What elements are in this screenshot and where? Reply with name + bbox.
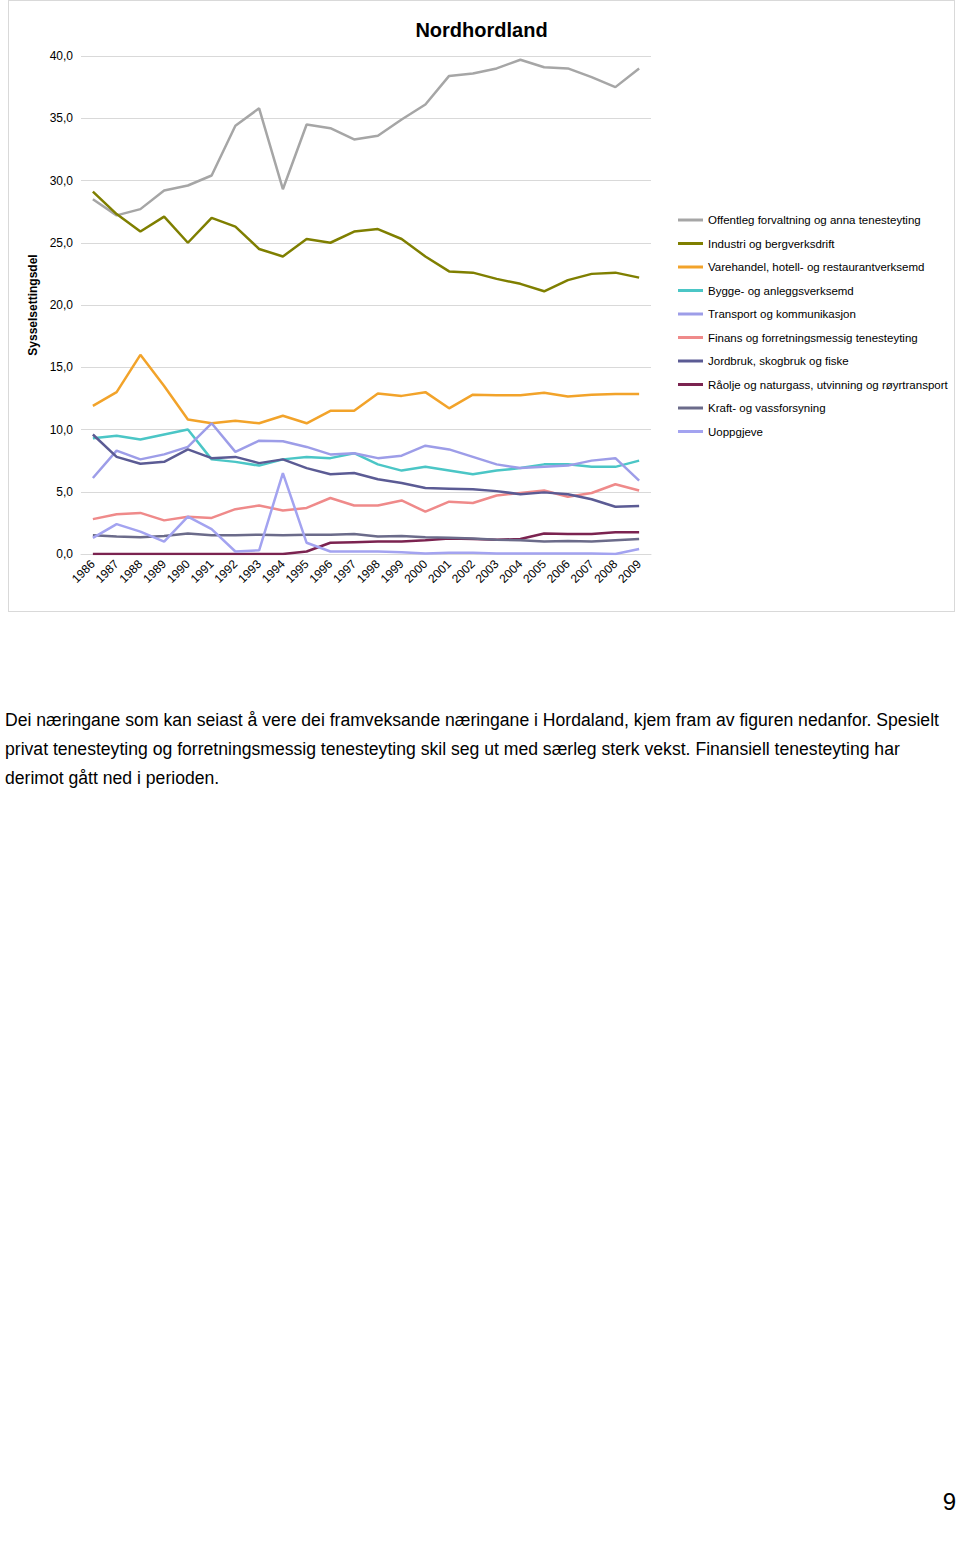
svg-text:30,0: 30,0 xyxy=(50,174,74,188)
svg-text:2007: 2007 xyxy=(568,557,597,586)
svg-text:1995: 1995 xyxy=(283,557,312,586)
svg-text:2006: 2006 xyxy=(544,557,573,586)
svg-text:Kraft- og vassforsyning: Kraft- og vassforsyning xyxy=(708,402,826,414)
svg-text:1989: 1989 xyxy=(140,557,169,586)
svg-text:2002: 2002 xyxy=(449,557,478,586)
svg-text:Industri og bergverksdrift: Industri og bergverksdrift xyxy=(708,238,835,250)
html-text:9: 9 xyxy=(942,1488,956,1515)
svg-text:35,0: 35,0 xyxy=(50,111,74,125)
svg-text:Jordbruk, skogbruk og fiske: Jordbruk, skogbruk og fiske xyxy=(708,355,849,367)
svg-text:1990: 1990 xyxy=(164,557,193,586)
svg-text:1991: 1991 xyxy=(188,557,217,586)
svg-text:0,0: 0,0 xyxy=(56,547,73,561)
html-text:Dei næringane som kan seiast å: Dei næringane som kan seiast å vere dei … xyxy=(5,710,939,788)
svg-text:40,0: 40,0 xyxy=(50,49,74,63)
svg-text:1998: 1998 xyxy=(354,557,383,586)
svg-text:2009: 2009 xyxy=(615,557,644,586)
svg-text:Varehandel, hotell- og restaur: Varehandel, hotell- og restaurantverksem… xyxy=(708,261,925,273)
svg-text:20,0: 20,0 xyxy=(50,298,74,312)
svg-text:Råolje og naturgass, utvinning: Råolje og naturgass, utvinning og røyrtr… xyxy=(708,379,949,391)
svg-text:2005: 2005 xyxy=(520,557,549,586)
svg-text:1994: 1994 xyxy=(259,557,288,586)
svg-text:2000: 2000 xyxy=(402,557,431,586)
svg-text:2001: 2001 xyxy=(425,557,454,586)
svg-text:1987: 1987 xyxy=(93,557,122,586)
svg-text:2008: 2008 xyxy=(592,557,621,586)
svg-text:Transport og kommunikasjon: Transport og kommunikasjon xyxy=(708,308,856,320)
svg-text:Sysselsettingsdel: Sysselsettingsdel xyxy=(26,254,40,355)
svg-text:Offentleg forvaltning og anna: Offentleg forvaltning og anna tenesteyti… xyxy=(708,214,921,226)
svg-text:1988: 1988 xyxy=(117,557,146,586)
svg-text:1996: 1996 xyxy=(307,557,336,586)
svg-text:Uoppgjeve: Uoppgjeve xyxy=(708,426,763,438)
svg-text:25,0: 25,0 xyxy=(50,236,74,250)
svg-text:Bygge- og anleggsverksemd: Bygge- og anleggsverksemd xyxy=(708,285,854,297)
svg-text:Finans og forretningsmessig te: Finans og forretningsmessig tenesteyting xyxy=(708,332,918,344)
svg-text:1997: 1997 xyxy=(330,557,359,586)
svg-text:10,0: 10,0 xyxy=(50,423,74,437)
svg-text:Nordhordland: Nordhordland xyxy=(415,19,547,41)
svg-text:1999: 1999 xyxy=(378,557,407,586)
svg-text:2004: 2004 xyxy=(497,557,526,586)
svg-text:5,0: 5,0 xyxy=(56,485,73,499)
svg-text:2003: 2003 xyxy=(473,557,502,586)
svg-text:1992: 1992 xyxy=(212,557,241,586)
svg-text:1986: 1986 xyxy=(69,557,98,586)
svg-text:1993: 1993 xyxy=(235,557,264,586)
svg-text:15,0: 15,0 xyxy=(50,360,74,374)
